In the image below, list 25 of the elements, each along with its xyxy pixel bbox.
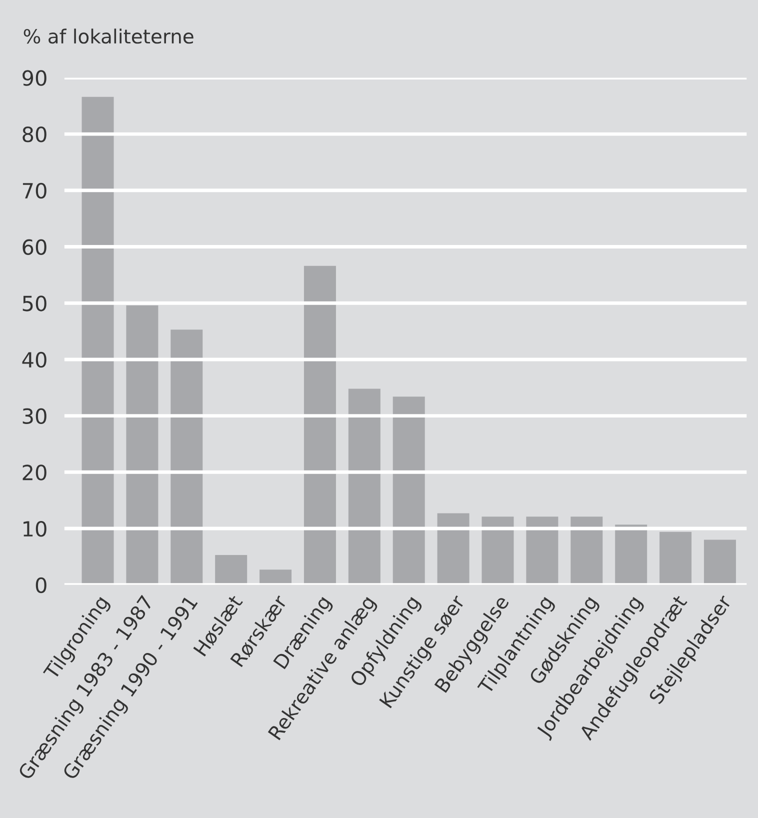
y-axis-title: % af lokaliteterne	[24, 28, 194, 44]
bar	[660, 532, 692, 585]
y-tick-label: 70	[22, 182, 46, 199]
y-tick-label: 20	[22, 464, 46, 480]
y-tick-label: 0	[36, 577, 46, 594]
y-tick-label: 90	[22, 70, 46, 86]
bar	[348, 388, 380, 585]
y-tick-label: 40	[22, 352, 46, 368]
y-tick-label: 50	[22, 296, 46, 312]
bar	[82, 96, 114, 585]
bar	[570, 516, 603, 585]
bar	[704, 540, 736, 585]
y-tick-label: 60	[22, 239, 46, 255]
bar	[170, 330, 203, 585]
y-tick-label: 10	[24, 520, 46, 537]
y-tick-label: 80	[22, 126, 46, 142]
bar	[126, 305, 158, 585]
bar	[526, 516, 558, 585]
bar	[392, 396, 425, 585]
bar	[482, 516, 514, 585]
y-tick-label: 30	[22, 408, 46, 424]
bar	[215, 555, 248, 585]
bar	[437, 513, 470, 585]
bar	[615, 524, 648, 585]
bar	[304, 266, 336, 585]
